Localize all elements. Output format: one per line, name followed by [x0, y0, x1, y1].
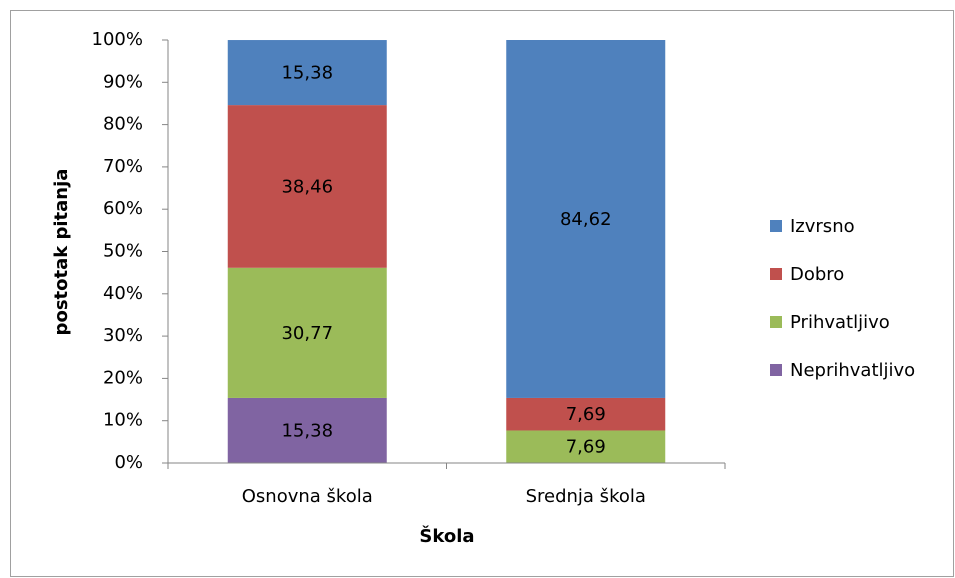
legend-label: Prihvatljivo — [790, 312, 890, 333]
y-tick-label: 30% — [103, 325, 143, 346]
y-tick-label: 90% — [103, 71, 143, 92]
data-label: 84,62 — [560, 209, 612, 230]
y-tick-label: 50% — [103, 241, 143, 262]
x-axis-title: Škola — [419, 525, 474, 547]
y-axis-title: postotak pitanja — [51, 169, 72, 336]
y-tick-label: 0% — [114, 452, 143, 473]
y-tick-label: 20% — [103, 367, 143, 388]
legend-swatch — [770, 316, 782, 328]
legend-swatch — [770, 268, 782, 280]
bar-segment — [227, 267, 387, 398]
legend-label: Dobro — [790, 264, 844, 285]
bar-segment — [227, 105, 387, 268]
y-tick-label: 70% — [103, 156, 143, 177]
bar-segment — [506, 397, 666, 431]
data-label: 38,46 — [281, 176, 333, 197]
bar-segment — [227, 40, 387, 106]
y-tick-label: 40% — [103, 283, 143, 304]
bar-segment — [227, 397, 387, 463]
data-label: 7,69 — [566, 437, 606, 458]
y-tick-label: 100% — [92, 29, 143, 50]
x-tick-label: Srednja škola — [526, 486, 646, 507]
data-label: 15,38 — [281, 63, 333, 84]
bar-segment — [506, 40, 666, 398]
x-tick-label: Osnovna škola — [242, 486, 373, 507]
y-tick-label: 80% — [103, 114, 143, 135]
y-tick-label: 60% — [103, 198, 143, 219]
data-label: 30,77 — [281, 323, 333, 344]
legend-label: Neprihvatljivo — [790, 360, 915, 381]
data-label: 15,38 — [281, 420, 333, 441]
bar-segment — [506, 430, 666, 463]
legend-swatch — [770, 364, 782, 376]
chart-border — [10, 10, 954, 577]
data-label: 7,69 — [566, 404, 606, 425]
y-tick-label: 10% — [103, 410, 143, 431]
legend-swatch — [770, 220, 782, 232]
legend-label: Izvrsno — [790, 216, 855, 237]
